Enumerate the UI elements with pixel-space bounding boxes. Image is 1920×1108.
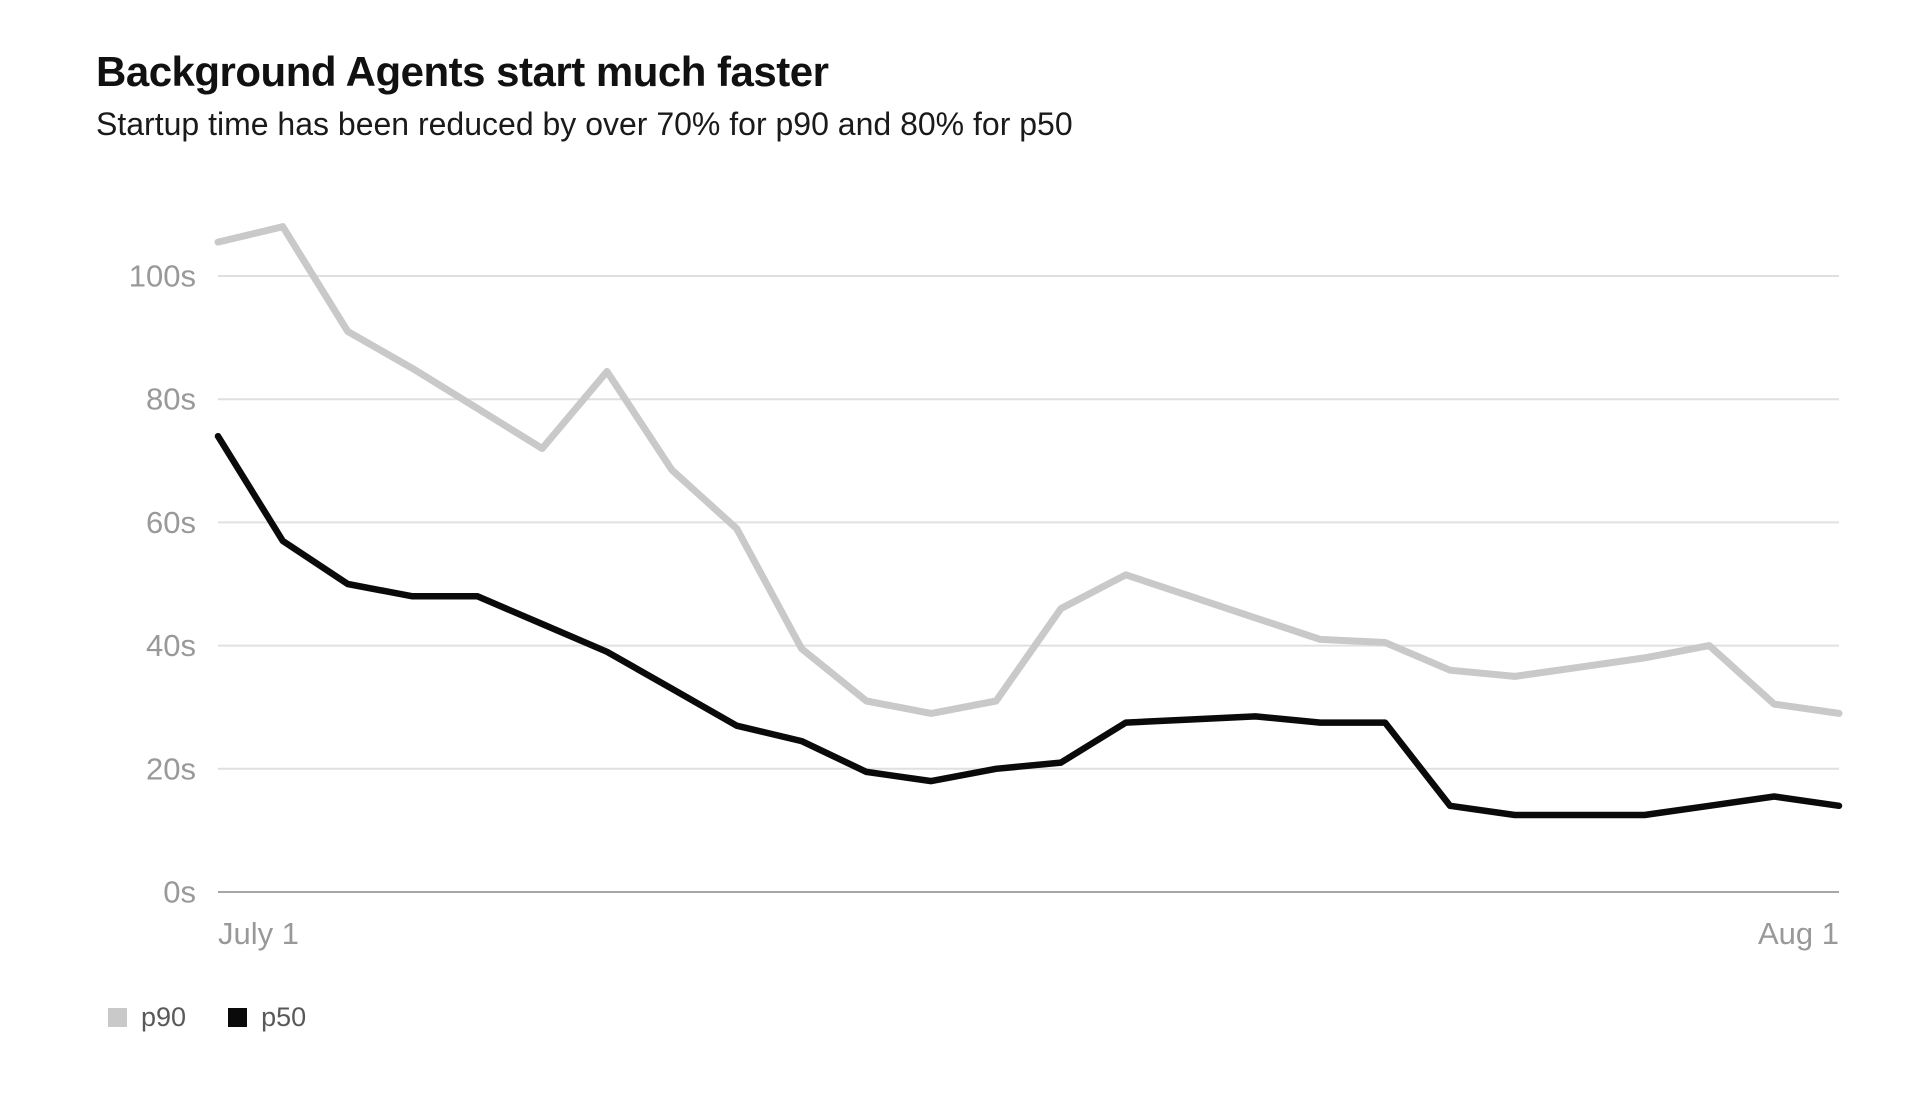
chart-subtitle: Startup time has been reduced by over 70… bbox=[96, 106, 1073, 142]
p50-series-swatch-icon bbox=[228, 1008, 248, 1027]
chart-title: Background Agents start much faster bbox=[96, 48, 829, 95]
y-tick-label: 60s bbox=[146, 505, 196, 540]
p90-series-swatch-icon bbox=[108, 1008, 127, 1027]
legend-item-p50: p50 bbox=[228, 1002, 306, 1033]
y-tick-label: 100s bbox=[129, 259, 196, 294]
x-tick-label: July 1 bbox=[218, 916, 299, 951]
x-tick-label: Aug 1 bbox=[1758, 916, 1839, 951]
legend-label-p90: p90 bbox=[141, 1002, 187, 1032]
y-tick-label: 40s bbox=[146, 628, 196, 663]
p50-line bbox=[214, 432, 1843, 819]
legend-item-p90: p90 bbox=[108, 1002, 186, 1033]
y-tick-label: 20s bbox=[146, 751, 196, 786]
legend-label-p50: p50 bbox=[261, 1002, 307, 1032]
chart-legend: p90 p50 bbox=[108, 1002, 306, 1033]
y-tick-label: 80s bbox=[146, 382, 196, 417]
y-tick-label: 0s bbox=[163, 875, 196, 910]
p90-line bbox=[214, 223, 1843, 717]
